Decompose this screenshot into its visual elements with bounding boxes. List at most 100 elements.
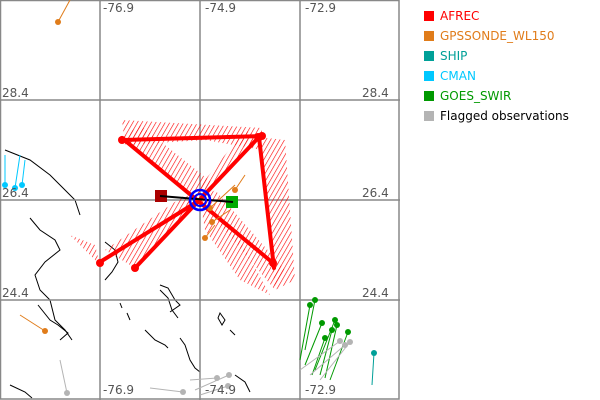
center-ring-inner [193, 193, 207, 207]
legend-swatch [424, 91, 434, 101]
goes-swir-dot [334, 322, 340, 328]
legend-swatch [424, 11, 434, 21]
lat-label-right: 28.4 [362, 86, 389, 100]
lat-label-left: 26.4 [2, 186, 29, 200]
afrec-wind-barbs [122, 125, 215, 200]
cman-dot [12, 185, 18, 191]
legend-swatch [424, 51, 434, 61]
center-ring [188, 188, 212, 212]
lat-label-right: 26.4 [362, 186, 389, 200]
afrec-wind-barbs [185, 130, 258, 205]
goes-swir-dot [332, 317, 338, 323]
flagged-dot [64, 390, 70, 396]
legend-label: Flagged observations [440, 109, 569, 123]
flagged-dot [342, 342, 348, 348]
gpssonde-dot [202, 235, 208, 241]
afrec-obs-dot [254, 133, 262, 141]
legend-item[interactable]: AFREC [424, 6, 569, 26]
legend-swatch [424, 111, 434, 121]
ship-dot [371, 350, 377, 356]
flagged-barb [194, 374, 230, 391]
goes-swir-dot [312, 297, 318, 303]
gpssonde-barb [209, 184, 236, 209]
other-observations [2, 0, 377, 396]
goes-swir-dot [345, 329, 351, 335]
legend-label: CMAN [440, 69, 476, 83]
gpssonde-dot [55, 19, 61, 25]
afrec-track [257, 135, 276, 270]
flagged-dot [225, 383, 231, 389]
flagged-barb [149, 387, 184, 393]
goes-swir-dot [329, 327, 335, 333]
lon-label-top: -72.9 [305, 1, 336, 15]
gpssonde-barb [57, 0, 71, 23]
afrec-obs-dot [118, 136, 126, 144]
afrec-track [120, 134, 264, 142]
coastline [144, 329, 169, 349]
flagged-dot [180, 389, 186, 395]
flagged-barb [319, 341, 351, 381]
gpssonde-dot [42, 328, 48, 334]
cman-dot [19, 182, 25, 188]
coastline [29, 217, 73, 341]
coastline [179, 337, 201, 373]
ship-barb [371, 352, 375, 386]
legend-label: GOES_SWIR [440, 89, 512, 103]
lon-label-bottom: -76.9 [103, 383, 134, 397]
lon-label-bottom: -74.9 [205, 383, 236, 397]
goes-swir-dot [322, 335, 328, 341]
legend-item[interactable]: SHIP [424, 46, 569, 66]
legend-item[interactable]: CMAN [424, 66, 569, 86]
afrec-wind-barbs [70, 235, 100, 265]
cman-barb [21, 159, 26, 186]
flagged-barb [199, 385, 229, 396]
legend-item[interactable]: GOES_SWIR [424, 86, 569, 106]
afrec-obs-dot [269, 259, 277, 267]
gpssonde-barb [234, 174, 246, 191]
legend-label: SHIP [440, 49, 468, 63]
afrec-wind-barbs [258, 137, 295, 290]
gpssonde-dot [209, 219, 215, 225]
flagged-dot [226, 372, 232, 378]
flagged-barb [189, 377, 218, 381]
lat-label-left: 24.4 [2, 286, 29, 300]
coastline [234, 374, 251, 393]
goes-swir-barb [304, 322, 323, 366]
coastline [37, 304, 69, 341]
goes-swir-barb [324, 324, 338, 379]
coastline [119, 302, 123, 309]
flagged-barb [299, 340, 341, 371]
flagged-dot [347, 339, 353, 345]
storm-center-marker [155, 188, 238, 212]
legend-swatch [424, 71, 434, 81]
legend-label: GPSSONDE_WL150 [440, 29, 555, 43]
gpssonde-barb [19, 314, 46, 332]
gpssonde-dot [232, 187, 238, 193]
coastline [159, 289, 179, 319]
goes-swir-dot [319, 320, 325, 326]
legend-item[interactable]: Flagged observations [424, 106, 569, 126]
cman-dot [2, 182, 8, 188]
lon-label-top: -76.9 [103, 1, 134, 15]
goes-swir-barb [299, 304, 311, 361]
afrec-obs-dot [96, 259, 104, 267]
coastline [126, 312, 131, 321]
goes-swir-barb [319, 329, 333, 376]
coastlines [4, 149, 251, 399]
afrec-wind-barbs [200, 200, 270, 295]
afrec-obs-dot [131, 264, 139, 272]
gpssonde-barb [211, 209, 231, 223]
legend-item[interactable]: GPSSONDE_WL150 [424, 26, 569, 46]
coastline [4, 149, 81, 216]
lat-label-left: 28.4 [2, 86, 29, 100]
legend: AFREC GPSSONDE_WL150 SHIP CMAN GOES_SWIR Flag… [424, 6, 569, 126]
flagged-dot [337, 338, 343, 344]
axis-labels: -76.9 -74.9 -72.9 -76.9 -74.9 -72.9 28.4… [2, 1, 389, 397]
map-canvas[interactable]: -76.9 -74.9 -72.9 -76.9 -74.9 -72.9 28.4… [0, 0, 400, 400]
legend-swatch [424, 31, 434, 41]
cman-barb [14, 154, 21, 189]
lon-label-bottom: -72.9 [305, 383, 336, 397]
coastline [9, 384, 33, 399]
map-frame [0, 0, 400, 400]
goes-swir-barb [304, 299, 316, 351]
